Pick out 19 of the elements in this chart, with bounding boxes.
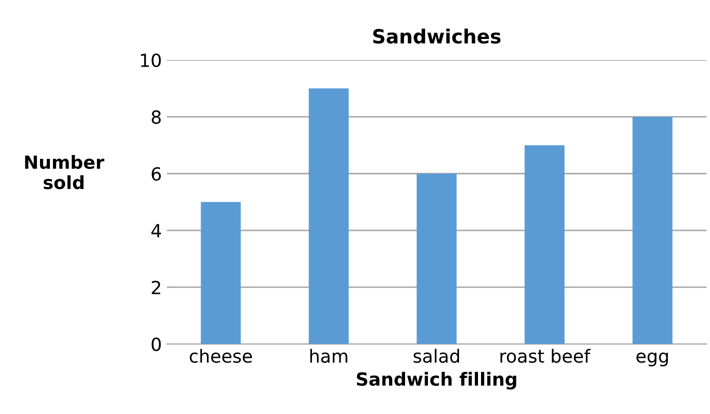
x-tick-label: cheese bbox=[190, 348, 252, 363]
chart-title: Sandwiches bbox=[373, 28, 501, 44]
bar bbox=[200, 202, 241, 344]
y-axis-title: Number sold bbox=[25, 155, 104, 190]
x-tick-label: roast beef bbox=[500, 348, 591, 363]
bar bbox=[416, 174, 457, 344]
y-tick-label: 4 bbox=[151, 224, 161, 238]
x-axis-title: Sandwich filling bbox=[356, 372, 516, 390]
x-tick-label: salad bbox=[414, 348, 460, 363]
bar bbox=[632, 116, 672, 344]
y-tick-label: 10 bbox=[140, 53, 161, 68]
x-tick-label: ham bbox=[310, 348, 348, 363]
y-tick-label: 2 bbox=[152, 280, 160, 294]
bar bbox=[308, 88, 349, 344]
y-tick-label: 0 bbox=[152, 337, 161, 352]
bar bbox=[524, 145, 565, 344]
x-tick-label: egg bbox=[636, 352, 668, 366]
y-tick-label: 6 bbox=[152, 167, 161, 181]
y-tick-label: 8 bbox=[152, 110, 161, 124]
